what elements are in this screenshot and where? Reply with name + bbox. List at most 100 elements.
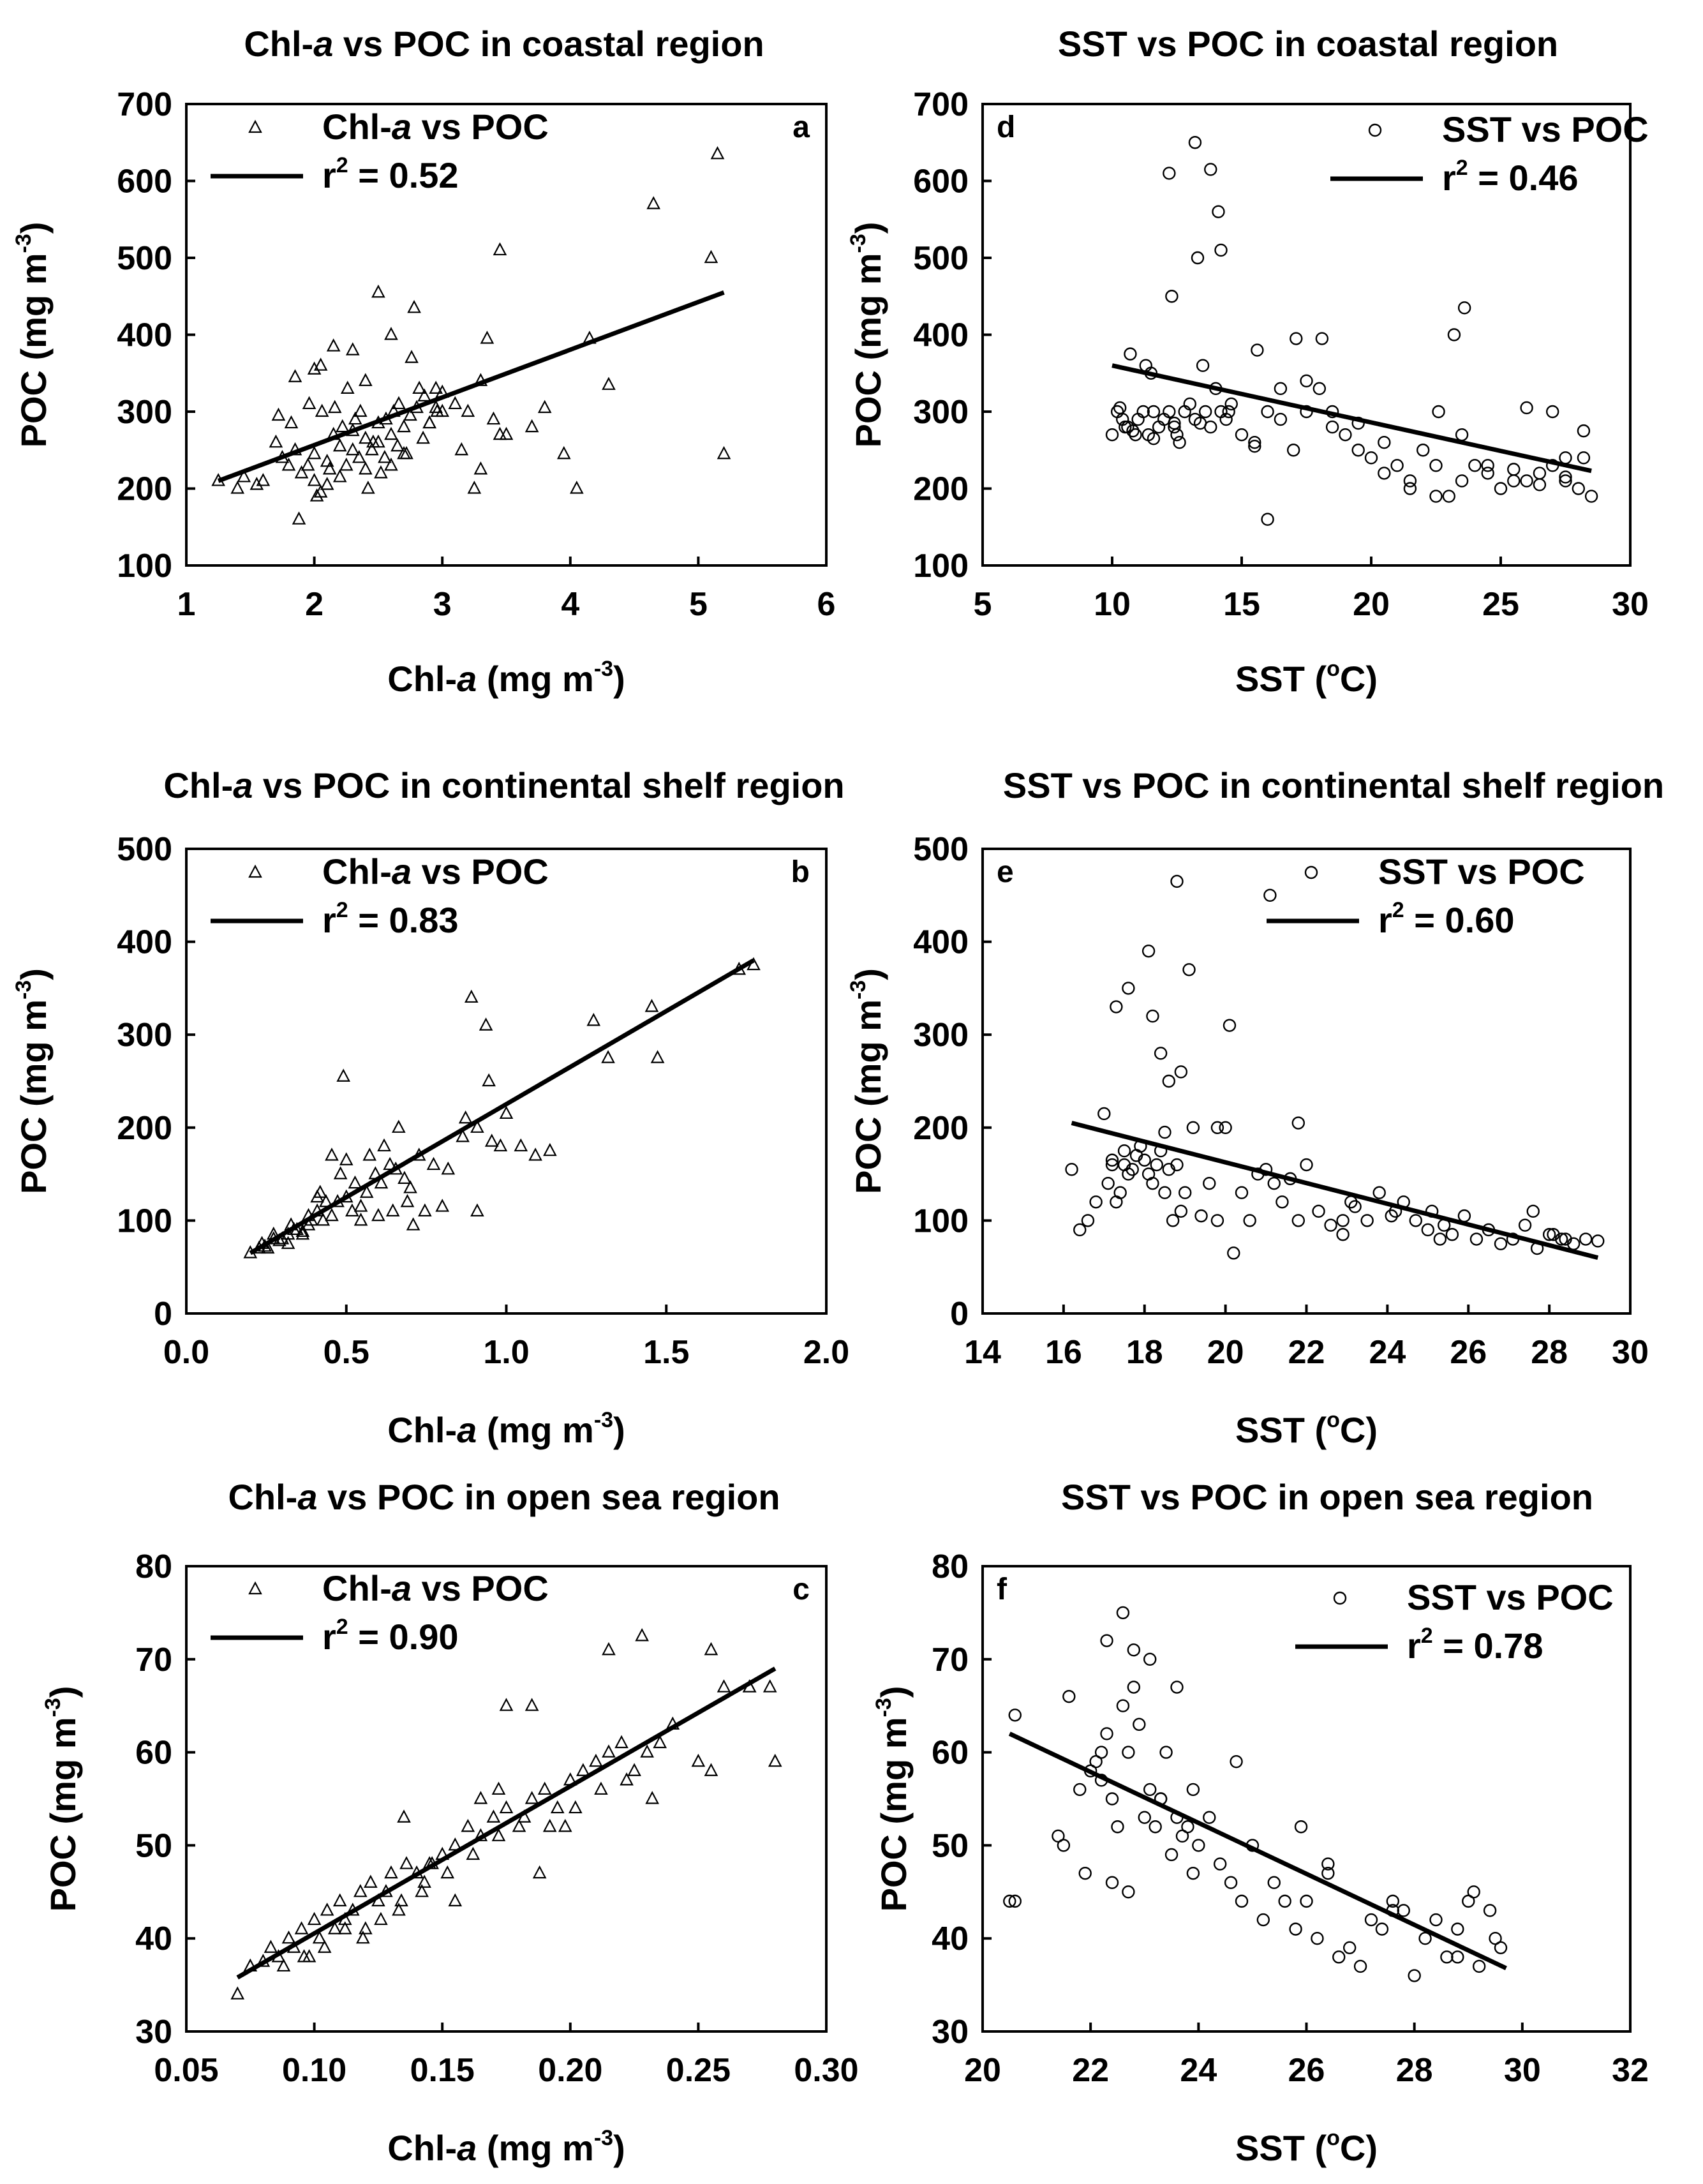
x-tick-label: 24 xyxy=(1369,1334,1406,1371)
data-point xyxy=(576,1763,590,1776)
data-point xyxy=(1584,490,1598,503)
data-point xyxy=(435,1199,450,1212)
x-tick-label: 0.30 xyxy=(794,2052,858,2089)
y-tick-label: 600 xyxy=(117,163,172,200)
data-point xyxy=(429,380,443,394)
data-point xyxy=(359,430,373,444)
data-point xyxy=(1062,1689,1076,1703)
data-point xyxy=(1481,467,1494,480)
data-point xyxy=(710,146,725,160)
data-point xyxy=(1210,1214,1224,1227)
data-point xyxy=(1158,1186,1171,1199)
data-point xyxy=(1133,1717,1146,1731)
data-point xyxy=(528,1148,542,1161)
data-point xyxy=(281,457,296,471)
data-point xyxy=(1204,420,1217,434)
data-point xyxy=(1143,1652,1157,1666)
y-tick-label: 40 xyxy=(932,1920,969,1957)
data-point xyxy=(322,461,337,475)
x-tick-label: 1.5 xyxy=(643,1334,689,1371)
data-point xyxy=(1101,1176,1115,1190)
panel-letter: f xyxy=(997,1573,1008,1606)
data-point xyxy=(1078,1866,1092,1880)
data-point xyxy=(524,419,539,433)
data-point xyxy=(365,442,379,456)
data-point xyxy=(1186,1121,1200,1135)
data-point xyxy=(1507,463,1521,476)
data-point xyxy=(1577,424,1591,438)
y-tick-label: 700 xyxy=(117,86,172,123)
x-tick-label: 5 xyxy=(974,586,992,623)
y-tick-label: 50 xyxy=(135,1827,172,1864)
data-point xyxy=(364,1874,378,1888)
data-point xyxy=(1440,1950,1454,1964)
data-point xyxy=(398,1171,412,1184)
x-axis-label: SST (oC) xyxy=(1235,657,1378,699)
legend: Chl-a vs POC r2 = 0.90 xyxy=(211,1568,549,1657)
data-point xyxy=(353,1199,368,1212)
data-point xyxy=(1124,347,1137,361)
data-point xyxy=(602,1744,616,1758)
data-point xyxy=(762,1679,777,1693)
data-point xyxy=(1146,1176,1159,1190)
data-point xyxy=(256,473,271,486)
data-point xyxy=(327,400,342,414)
data-point xyxy=(1222,405,1235,419)
data-point xyxy=(537,1781,552,1795)
data-point xyxy=(1105,1876,1119,1889)
data-point xyxy=(294,1921,309,1934)
data-point xyxy=(514,1138,528,1152)
data-point xyxy=(1336,1228,1350,1241)
legend-marker xyxy=(1304,865,1318,879)
x-axis-label: SST (oC) xyxy=(1235,1408,1378,1450)
data-point xyxy=(1321,1866,1335,1880)
data-point xyxy=(1332,1950,1346,1964)
data-point xyxy=(1378,467,1391,480)
x-tick-label: 0.15 xyxy=(410,2052,475,2089)
x-tick-label: 2.0 xyxy=(803,1334,849,1371)
data-point xyxy=(458,1110,473,1124)
data-point xyxy=(524,1698,539,1711)
x-tick-label: 0.10 xyxy=(282,2052,346,2089)
legend: SST vs POC r2 = 0.60 xyxy=(1267,851,1585,940)
data-point xyxy=(264,1940,278,1953)
data-point xyxy=(464,989,479,1003)
data-point xyxy=(1230,1754,1243,1769)
data-point xyxy=(1127,1680,1141,1694)
data-point xyxy=(1105,1153,1119,1167)
data-point xyxy=(1348,1200,1362,1213)
legend-fit-label: r2 = 0.60 xyxy=(1378,898,1515,940)
data-point xyxy=(1163,167,1176,180)
data-point xyxy=(359,1185,374,1198)
data-point xyxy=(1224,397,1238,411)
data-point xyxy=(589,1753,603,1767)
x-tick-label: 3 xyxy=(433,586,452,623)
data-point xyxy=(1182,963,1196,976)
data-point xyxy=(390,438,405,452)
data-point xyxy=(1213,1857,1227,1871)
data-point xyxy=(524,1791,539,1804)
data-point xyxy=(1170,874,1184,888)
data-point xyxy=(1111,1820,1124,1834)
data-point xyxy=(1451,1922,1464,1936)
data-point xyxy=(484,1133,499,1147)
x-tick-label: 1.0 xyxy=(483,1334,529,1371)
data-point xyxy=(1455,474,1469,488)
data-point xyxy=(1110,1000,1123,1013)
data-point xyxy=(594,1781,608,1795)
data-point xyxy=(1300,1158,1313,1172)
data-point xyxy=(356,1930,370,1944)
data-point xyxy=(1294,1820,1308,1834)
data-point xyxy=(312,1930,327,1944)
data-point xyxy=(384,1865,398,1879)
data-point xyxy=(1170,428,1184,442)
chart-d: SST vs POC in coastal region 5 10 15 20 25 30 1… xyxy=(846,24,1649,699)
data-point xyxy=(1188,136,1202,149)
x-tick-label: 25 xyxy=(1482,586,1519,623)
y-tick-label: 100 xyxy=(117,548,172,585)
data-point xyxy=(448,396,463,410)
legend-fit-label: r2 = 0.90 xyxy=(322,1615,459,1657)
data-point xyxy=(271,407,286,421)
data-point xyxy=(307,473,322,486)
data-point xyxy=(317,1940,332,1953)
